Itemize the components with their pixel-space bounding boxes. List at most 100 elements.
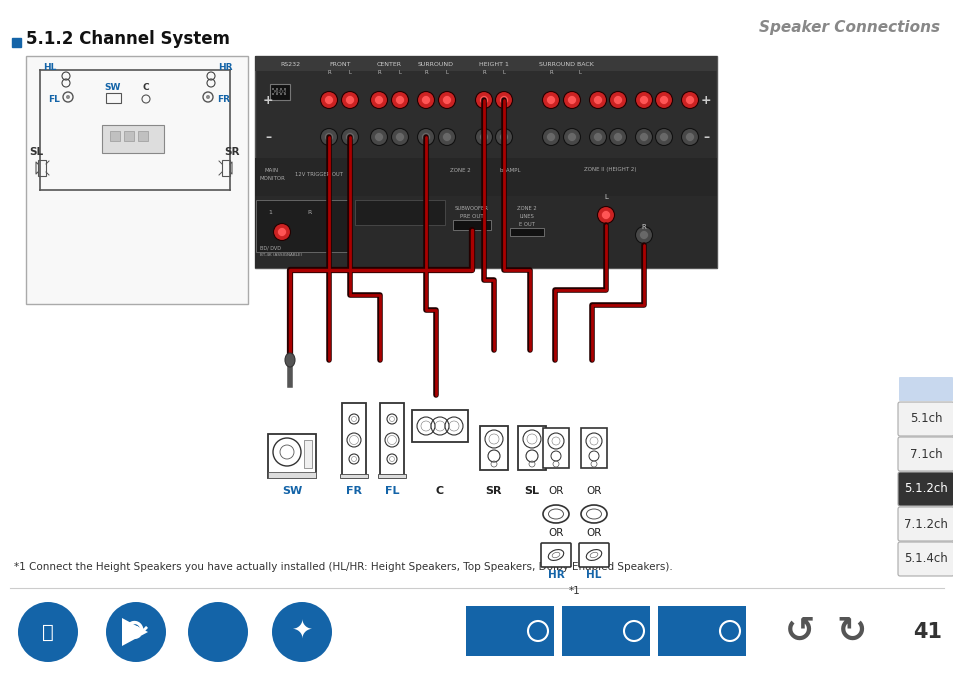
Circle shape — [275, 93, 277, 95]
Text: MAIN: MAIN — [265, 168, 279, 172]
Text: SUBWOOFER: SUBWOOFER — [455, 206, 489, 210]
Bar — [561, 606, 649, 656]
Text: OR: OR — [586, 528, 601, 538]
Text: FL: FL — [48, 95, 60, 103]
Text: R: R — [549, 70, 552, 76]
Text: R: R — [481, 70, 485, 76]
Bar — [465, 606, 554, 656]
Text: R: R — [641, 224, 646, 230]
Text: L: L — [603, 194, 607, 200]
Text: C: C — [436, 486, 443, 496]
Circle shape — [284, 93, 286, 95]
Circle shape — [499, 132, 508, 141]
FancyBboxPatch shape — [897, 542, 953, 576]
Circle shape — [680, 91, 698, 109]
Bar — [339, 474, 368, 478]
Circle shape — [542, 128, 558, 145]
Circle shape — [284, 88, 286, 90]
Text: L: L — [578, 70, 580, 76]
Circle shape — [391, 91, 408, 109]
Bar — [341, 403, 366, 478]
FancyBboxPatch shape — [540, 543, 571, 567]
Circle shape — [345, 95, 355, 105]
Circle shape — [370, 128, 387, 145]
Circle shape — [563, 91, 579, 109]
Circle shape — [438, 91, 455, 109]
Bar — [517, 426, 545, 470]
Circle shape — [280, 88, 282, 90]
Bar — [479, 426, 507, 470]
Circle shape — [635, 91, 652, 109]
Text: 1: 1 — [268, 210, 272, 214]
Circle shape — [375, 132, 383, 141]
Circle shape — [475, 128, 492, 145]
FancyBboxPatch shape — [897, 437, 953, 471]
Circle shape — [635, 128, 652, 145]
Text: HR: HR — [218, 63, 233, 72]
Bar — [379, 403, 403, 478]
Bar — [510, 228, 543, 236]
Circle shape — [639, 231, 648, 239]
Bar — [254, 158, 717, 196]
Circle shape — [320, 128, 337, 145]
Circle shape — [188, 602, 248, 662]
Circle shape — [609, 128, 626, 145]
Text: ZONE 2: ZONE 2 — [517, 206, 537, 210]
Text: E OUT: E OUT — [518, 222, 535, 226]
Text: 5.1.4ch: 5.1.4ch — [903, 552, 947, 566]
Circle shape — [370, 91, 387, 109]
Text: FL: FL — [384, 486, 399, 496]
Circle shape — [275, 88, 277, 90]
Text: L: L — [348, 70, 351, 76]
Text: OR: OR — [548, 486, 563, 496]
Text: 5.1.2 Channel System: 5.1.2 Channel System — [26, 30, 230, 48]
Text: FRONT: FRONT — [329, 62, 351, 68]
Bar — [268, 472, 315, 478]
Text: 7.1ch: 7.1ch — [909, 448, 942, 460]
Bar — [110, 131, 120, 141]
Circle shape — [277, 228, 286, 237]
Circle shape — [495, 91, 512, 109]
Text: R: R — [376, 70, 380, 76]
Circle shape — [495, 128, 512, 145]
Circle shape — [66, 95, 70, 99]
Circle shape — [659, 132, 668, 141]
Text: ↻: ↻ — [836, 615, 866, 649]
Text: SW: SW — [281, 486, 302, 496]
Circle shape — [593, 132, 602, 141]
Bar — [658, 606, 745, 656]
Bar — [222, 160, 230, 176]
Circle shape — [685, 95, 694, 105]
Text: SL: SL — [29, 147, 43, 157]
Text: ↺: ↺ — [784, 615, 814, 649]
Polygon shape — [122, 618, 148, 646]
Circle shape — [609, 91, 626, 109]
Circle shape — [655, 91, 672, 109]
Circle shape — [479, 132, 488, 141]
Circle shape — [442, 95, 451, 105]
Bar — [377, 474, 406, 478]
Circle shape — [391, 128, 408, 145]
Circle shape — [546, 95, 555, 105]
Circle shape — [499, 95, 508, 105]
Circle shape — [479, 95, 488, 105]
Text: ZONE II (HEIGHT 2): ZONE II (HEIGHT 2) — [583, 168, 636, 172]
Text: SL: SL — [524, 486, 539, 496]
Circle shape — [395, 132, 404, 141]
Bar — [124, 131, 133, 141]
Circle shape — [593, 95, 602, 105]
Circle shape — [280, 93, 282, 95]
Circle shape — [341, 128, 358, 145]
Circle shape — [567, 132, 576, 141]
Text: BT-4K (ASSIGNABLE): BT-4K (ASSIGNABLE) — [260, 253, 302, 257]
Circle shape — [421, 95, 430, 105]
Text: ⟳: ⟳ — [124, 618, 148, 646]
Text: 🔍: 🔍 — [42, 623, 53, 642]
Circle shape — [417, 128, 434, 145]
Circle shape — [613, 95, 622, 105]
Text: 12V TRIGGER OUT: 12V TRIGGER OUT — [294, 172, 343, 178]
Circle shape — [685, 132, 694, 141]
Bar — [12, 38, 21, 47]
Bar — [412, 410, 468, 442]
Circle shape — [272, 93, 274, 95]
